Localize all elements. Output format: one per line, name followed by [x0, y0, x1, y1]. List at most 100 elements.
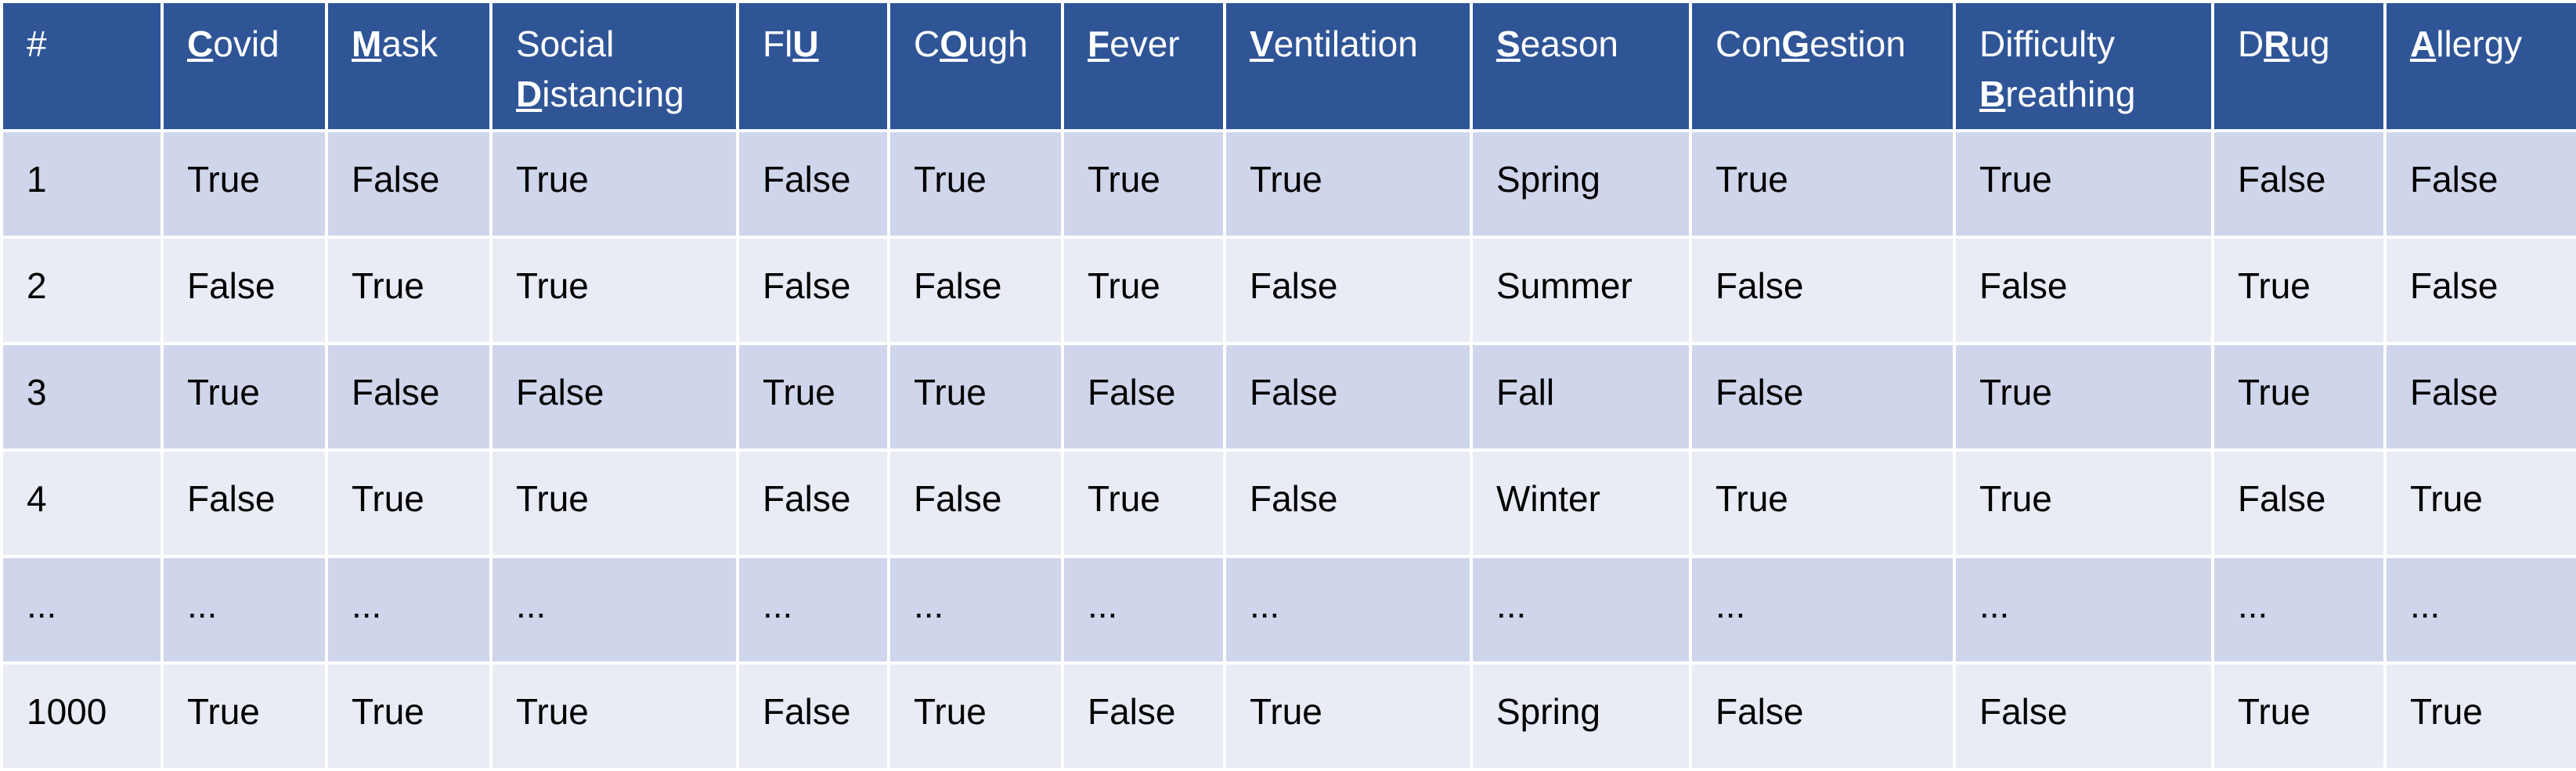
table-cell: ...: [1223, 555, 1473, 665]
table-cell: True: [1689, 449, 1956, 558]
table-cell: ...: [1953, 555, 2214, 665]
table-cell: True: [2211, 661, 2387, 771]
header-difficulty-breathing: Difficulty Breathing: [1953, 0, 2214, 132]
table-cell: True: [489, 661, 739, 771]
table-cell: ...: [325, 555, 492, 665]
table-cell: False: [887, 236, 1064, 345]
table-cell: ...: [2211, 555, 2387, 665]
table-cell: False: [1223, 449, 1473, 558]
table-cell: ...: [2383, 555, 2576, 665]
header-covid: Covid: [161, 0, 328, 132]
table-cell: Summer: [1470, 236, 1692, 345]
header-row-number: #: [0, 0, 164, 132]
table-cell: True: [887, 129, 1064, 239]
header-flu: FlU: [736, 0, 890, 132]
table-row: .......................................: [0, 555, 2576, 665]
table-cell: False: [2211, 129, 2387, 239]
table-cell: False: [325, 342, 492, 452]
table-cell: False: [1061, 342, 1226, 452]
table-cell: False: [736, 236, 890, 345]
table-cell: True: [161, 661, 328, 771]
table-cell: True: [1689, 129, 1956, 239]
table-cell: True: [2211, 342, 2387, 452]
table-cell: False: [1689, 236, 1956, 345]
table-cell: True: [489, 236, 739, 345]
table-cell: 4: [0, 449, 164, 558]
table-cell: True: [1061, 129, 1226, 239]
table-cell: False: [736, 449, 890, 558]
table-cell: 3: [0, 342, 164, 452]
table-cell: True: [887, 661, 1064, 771]
table-cell: False: [887, 449, 1064, 558]
table-cell: True: [1061, 236, 1226, 345]
table-cell: 1000: [0, 661, 164, 771]
table-cell: Winter: [1470, 449, 1692, 558]
header-ventilation: Ventilation: [1223, 0, 1473, 132]
table-cell: True: [161, 342, 328, 452]
table-cell: False: [489, 342, 739, 452]
table-cell: False: [2383, 342, 2576, 452]
header-congestion: ConGestion: [1689, 0, 1956, 132]
table-cell: False: [736, 129, 890, 239]
table-cell: True: [489, 129, 739, 239]
table-cell: Fall: [1470, 342, 1692, 452]
table-row: 1 True False True False True True True Spring Tru…: [0, 129, 2576, 239]
table-body: 1 True False True False True True True Spring Tru…: [0, 129, 2576, 771]
table-cell: True: [325, 449, 492, 558]
table-cell: True: [325, 236, 492, 345]
table-cell: ...: [1061, 555, 1226, 665]
table-cell: False: [2383, 236, 2576, 345]
header-season: Season: [1470, 0, 1692, 132]
table-cell: False: [1953, 236, 2214, 345]
table-cell: 1: [0, 129, 164, 239]
table-cell: True: [887, 342, 1064, 452]
table-cell: True: [736, 342, 890, 452]
header-cough: COugh: [887, 0, 1064, 132]
table-cell: True: [1223, 129, 1473, 239]
table-cell: ...: [161, 555, 328, 665]
table-cell: False: [1689, 661, 1956, 771]
table-cell: Spring: [1470, 129, 1692, 239]
table-cell: False: [1061, 661, 1226, 771]
table-cell: False: [1689, 342, 1956, 452]
table-cell: ...: [1470, 555, 1692, 665]
table-cell: False: [2383, 129, 2576, 239]
table-cell: True: [2383, 661, 2576, 771]
table-row: 4 False True True False False True False Winter T…: [0, 449, 2576, 558]
table-cell: ...: [489, 555, 739, 665]
table-row: 3 True False False True True False False Fall Fal…: [0, 342, 2576, 452]
table-cell: False: [1953, 661, 2214, 771]
table-cell: False: [1223, 342, 1473, 452]
table-cell: False: [161, 236, 328, 345]
table-cell: False: [1223, 236, 1473, 345]
table-row: 1000 True True True False True False True Spring…: [0, 661, 2576, 771]
table-cell: Spring: [1470, 661, 1692, 771]
header-fever: Fever: [1061, 0, 1226, 132]
table-cell: True: [2211, 236, 2387, 345]
header-social-distancing: Social Distancing: [489, 0, 739, 132]
table-cell: ...: [887, 555, 1064, 665]
table-cell: ...: [1689, 555, 1956, 665]
table-cell: False: [2211, 449, 2387, 558]
table-cell: ...: [0, 555, 164, 665]
header-mask: Mask: [325, 0, 492, 132]
table-cell: False: [325, 129, 492, 239]
table-cell: True: [489, 449, 739, 558]
table-row: 2 False True True False False True False Summer F…: [0, 236, 2576, 345]
table-cell: False: [736, 661, 890, 771]
table-cell: True: [1061, 449, 1226, 558]
table-cell: True: [1953, 342, 2214, 452]
table-cell: True: [161, 129, 328, 239]
table-cell: True: [325, 661, 492, 771]
table-cell: 2: [0, 236, 164, 345]
header-row: # Covid Mask Social Distancing FlU COugh …: [0, 0, 2576, 132]
table-cell: True: [1953, 449, 2214, 558]
table-cell: True: [2383, 449, 2576, 558]
header-allergy: Allergy: [2383, 0, 2576, 132]
table-cell: ...: [736, 555, 890, 665]
header-drug: DRug: [2211, 0, 2387, 132]
table-cell: False: [161, 449, 328, 558]
table-cell: True: [1223, 661, 1473, 771]
table-cell: True: [1953, 129, 2214, 239]
